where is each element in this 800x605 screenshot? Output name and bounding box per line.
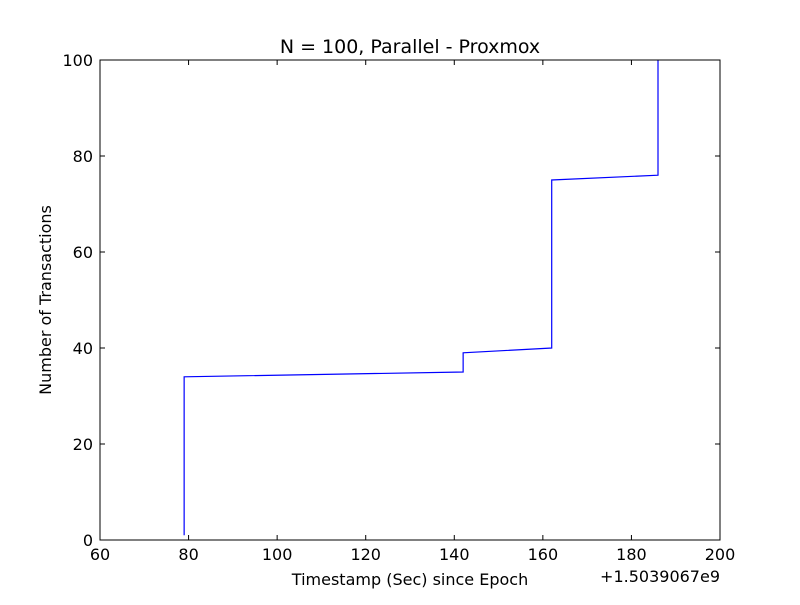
x-tick-label: 140 bbox=[439, 545, 470, 564]
series-line bbox=[183, 60, 659, 536]
x-tick-label: 160 bbox=[528, 545, 559, 564]
x-tick-label: 120 bbox=[350, 545, 381, 564]
x-tick-label: 180 bbox=[616, 545, 647, 564]
y-tick-label: 20 bbox=[73, 435, 93, 454]
y-tick-label: 60 bbox=[73, 243, 93, 262]
x-axis-label: Timestamp (Sec) since Epoch bbox=[291, 570, 528, 589]
plot-frame bbox=[99, 59, 721, 541]
x-tick-label: 60 bbox=[90, 545, 110, 564]
ticks-layer: 60 80 100 120 140 160 180 200 0 20 40 60 80 100 bbox=[62, 51, 735, 564]
y-tick-label: 40 bbox=[73, 339, 93, 358]
x-tick-label: 100 bbox=[262, 545, 293, 564]
x-tick-label: 80 bbox=[178, 545, 198, 564]
y-tick-label: 80 bbox=[73, 147, 93, 166]
series-layer bbox=[183, 60, 659, 536]
x-tick-label: 200 bbox=[705, 545, 736, 564]
y-axis-label: Number of Transactions bbox=[36, 205, 55, 395]
y-tick-label: 0 bbox=[83, 531, 93, 550]
chart-title: N = 100, Parallel - Proxmox bbox=[280, 36, 540, 58]
x-offset-label: +1.5039067e9 bbox=[600, 567, 720, 586]
y-tick-label: 100 bbox=[62, 51, 93, 70]
